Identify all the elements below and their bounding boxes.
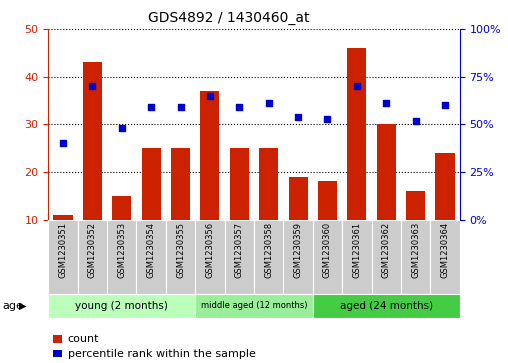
Text: GSM1230355: GSM1230355 [176, 222, 185, 278]
Bar [225, 220, 254, 294]
Text: percentile rank within the sample: percentile rank within the sample [68, 348, 256, 359]
Bar [78, 220, 107, 294]
Bar [112, 196, 131, 220]
Text: GSM1230360: GSM1230360 [323, 222, 332, 278]
Bar [166, 220, 195, 294]
Bar [107, 220, 137, 294]
Bar [371, 220, 401, 294]
Text: GSM1230353: GSM1230353 [117, 222, 126, 278]
Bar [283, 220, 313, 294]
Text: GSM1230354: GSM1230354 [147, 222, 155, 278]
Point [441, 102, 449, 108]
Text: count: count [68, 334, 99, 344]
Text: middle aged (12 months): middle aged (12 months) [201, 301, 307, 310]
Bar [406, 191, 425, 220]
Bar [195, 294, 313, 318]
Point [176, 104, 184, 110]
Bar [142, 148, 161, 220]
Bar [171, 148, 190, 220]
Point [88, 83, 97, 89]
Bar [254, 220, 283, 294]
Bar [230, 148, 249, 220]
Bar [200, 91, 219, 220]
Bar [430, 220, 460, 294]
Text: GSM1230358: GSM1230358 [264, 222, 273, 278]
Bar [377, 124, 396, 220]
Bar [313, 294, 460, 318]
Bar [195, 220, 225, 294]
Bar [313, 220, 342, 294]
Text: GSM1230361: GSM1230361 [353, 222, 361, 278]
Bar [48, 220, 78, 294]
Bar [342, 220, 371, 294]
Point [411, 118, 420, 123]
Text: young (2 months): young (2 months) [75, 301, 168, 311]
Point [235, 104, 243, 110]
Bar [53, 215, 73, 220]
Point [353, 83, 361, 89]
Text: GSM1230352: GSM1230352 [88, 222, 97, 278]
Text: GSM1230351: GSM1230351 [58, 222, 68, 278]
Bar [289, 177, 308, 220]
Text: age: age [3, 301, 23, 311]
Point [324, 116, 332, 122]
Bar [318, 182, 337, 220]
Bar [48, 294, 195, 318]
Bar [83, 62, 102, 220]
Point [206, 93, 214, 99]
Bar [347, 48, 366, 220]
Bar [137, 220, 166, 294]
Point [118, 125, 126, 131]
Point [382, 101, 390, 106]
Text: GSM1230356: GSM1230356 [205, 222, 214, 278]
Text: GDS4892 / 1430460_at: GDS4892 / 1430460_at [148, 11, 309, 25]
Text: GSM1230364: GSM1230364 [440, 222, 450, 278]
Text: GSM1230362: GSM1230362 [382, 222, 391, 278]
Point [294, 114, 302, 119]
Bar [259, 148, 278, 220]
Text: GSM1230359: GSM1230359 [294, 222, 303, 278]
Text: ▶: ▶ [19, 301, 27, 311]
Point [265, 101, 273, 106]
Text: GSM1230363: GSM1230363 [411, 222, 420, 278]
Bar [401, 220, 430, 294]
Text: aged (24 months): aged (24 months) [340, 301, 433, 311]
Bar [435, 153, 455, 220]
Text: GSM1230357: GSM1230357 [235, 222, 244, 278]
Point [59, 140, 67, 146]
Point [147, 104, 155, 110]
